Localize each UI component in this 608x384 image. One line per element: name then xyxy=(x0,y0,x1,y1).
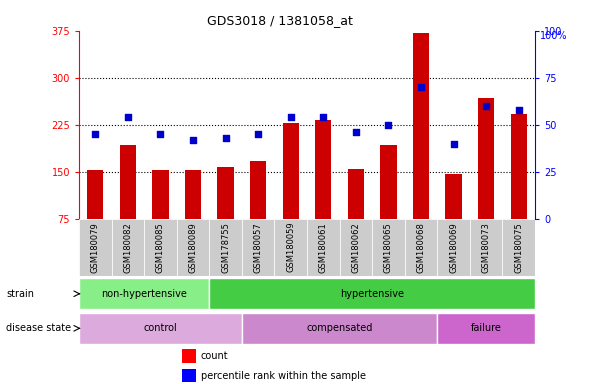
Text: count: count xyxy=(201,351,228,361)
Bar xyxy=(437,219,470,276)
Bar xyxy=(511,114,527,219)
Text: GSM180062: GSM180062 xyxy=(351,222,361,273)
Text: compensated: compensated xyxy=(306,323,373,333)
Point xyxy=(351,129,361,136)
Bar xyxy=(79,313,242,344)
Text: GSM180057: GSM180057 xyxy=(254,222,263,273)
Text: GSM178755: GSM178755 xyxy=(221,222,230,273)
Text: GSM180069: GSM180069 xyxy=(449,222,458,273)
Text: GSM180075: GSM180075 xyxy=(514,222,523,273)
Text: GSM180061: GSM180061 xyxy=(319,222,328,273)
Text: 100%: 100% xyxy=(539,31,567,41)
Text: percentile rank within the sample: percentile rank within the sample xyxy=(201,371,365,381)
Bar xyxy=(242,313,437,344)
Bar xyxy=(446,174,461,219)
Bar xyxy=(144,219,177,276)
Bar xyxy=(153,170,168,219)
Bar xyxy=(478,98,494,219)
Text: disease state: disease state xyxy=(6,323,71,333)
Bar xyxy=(120,145,136,219)
Bar xyxy=(413,33,429,219)
Bar xyxy=(502,219,535,276)
Text: GSM180073: GSM180073 xyxy=(482,222,491,273)
Point xyxy=(188,137,198,143)
Bar xyxy=(209,219,242,276)
Bar xyxy=(177,219,209,276)
Bar xyxy=(79,278,209,310)
Point xyxy=(449,141,458,147)
Bar xyxy=(112,219,144,276)
Bar xyxy=(307,219,340,276)
Bar xyxy=(250,161,266,219)
Bar xyxy=(274,219,307,276)
Point xyxy=(384,122,393,128)
Bar xyxy=(470,219,502,276)
Text: hypertensive: hypertensive xyxy=(340,289,404,299)
Point xyxy=(123,114,133,120)
Bar xyxy=(381,145,396,219)
Bar xyxy=(437,313,535,344)
Text: strain: strain xyxy=(6,289,34,299)
Text: GSM180065: GSM180065 xyxy=(384,222,393,273)
Bar xyxy=(405,219,437,276)
Bar xyxy=(185,170,201,219)
Text: non-hypertensive: non-hypertensive xyxy=(102,289,187,299)
Text: GSM180068: GSM180068 xyxy=(416,222,426,273)
Point xyxy=(416,84,426,90)
Point xyxy=(221,135,230,141)
Bar xyxy=(283,123,299,219)
Point xyxy=(156,131,165,137)
Text: GDS3018 / 1381058_at: GDS3018 / 1381058_at xyxy=(207,14,353,27)
Text: GSM180059: GSM180059 xyxy=(286,222,295,272)
Bar xyxy=(340,219,372,276)
Point xyxy=(286,114,295,120)
Point xyxy=(319,114,328,120)
Text: GSM180079: GSM180079 xyxy=(91,222,100,273)
Text: control: control xyxy=(143,323,178,333)
Bar xyxy=(182,369,196,382)
Point xyxy=(254,131,263,137)
Text: failure: failure xyxy=(471,323,502,333)
Point xyxy=(482,103,491,109)
Text: GSM180089: GSM180089 xyxy=(188,222,198,273)
Bar xyxy=(79,219,112,276)
Bar xyxy=(87,170,103,219)
Bar xyxy=(218,167,233,219)
Bar xyxy=(348,169,364,219)
Text: GSM180082: GSM180082 xyxy=(123,222,133,273)
Point xyxy=(514,107,523,113)
Point xyxy=(91,131,100,137)
Bar xyxy=(315,121,331,219)
Bar xyxy=(242,219,274,276)
Bar xyxy=(182,349,196,363)
Bar xyxy=(372,219,405,276)
Text: GSM180085: GSM180085 xyxy=(156,222,165,273)
Bar xyxy=(209,278,535,310)
